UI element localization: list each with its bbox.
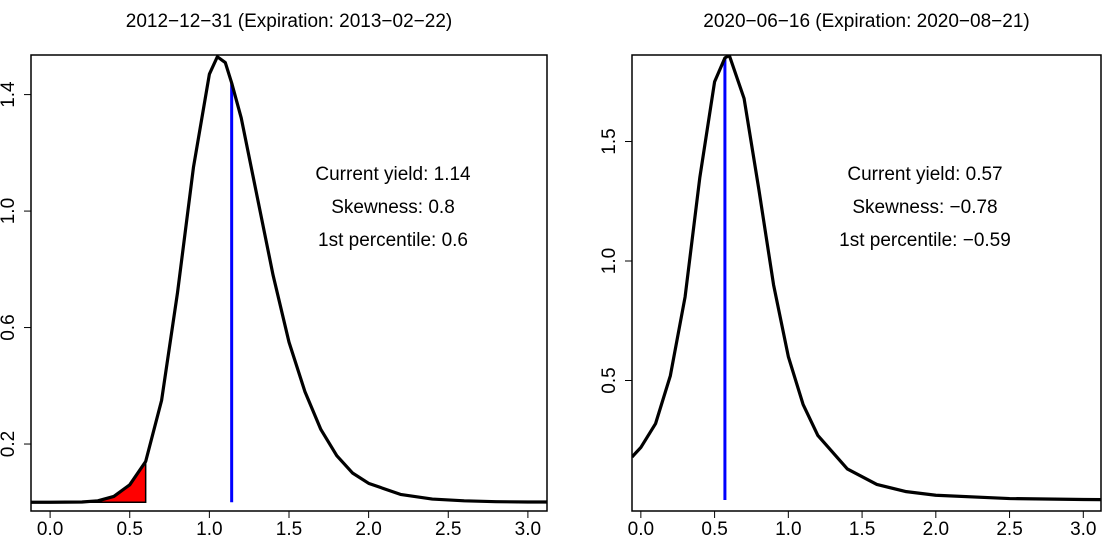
y-tick-label: 0.2 — [0, 431, 19, 457]
x-tick-label: 1.0 — [775, 519, 801, 540]
y-tick-label: 1.5 — [599, 128, 620, 154]
x-tick-label: 1.5 — [849, 519, 875, 540]
y-tick-label: 0.5 — [599, 367, 620, 393]
x-tick-label: 2.5 — [435, 519, 461, 540]
x-tick-label: 0.0 — [37, 519, 63, 540]
plot-frame — [631, 54, 1102, 512]
chart-title: 2012−12−31 (Expiration: 2013−02−22) — [126, 11, 452, 32]
annotation: 1st percentile: 0.6 — [318, 230, 468, 251]
y-tick-label: 1.4 — [0, 81, 19, 108]
percentile-shade — [31, 459, 147, 504]
y-tick-label: 0.6 — [0, 314, 19, 340]
y-tick-label: 1.0 — [0, 198, 19, 224]
y-tick-label: 1.0 — [599, 248, 620, 274]
annotation: Current yield: 1.14 — [315, 164, 471, 185]
x-tick-label: 0.5 — [701, 519, 727, 540]
x-tick-label: 0.0 — [628, 519, 654, 540]
annotation: Skewness: −0.78 — [852, 197, 997, 218]
x-tick-label: 3.0 — [515, 519, 541, 540]
x-tick-label: 1.0 — [196, 519, 222, 540]
x-tick-label: 2.0 — [923, 519, 949, 540]
chart-title: 2020−06−16 (Expiration: 2020−08−21) — [703, 11, 1029, 32]
x-tick-label: 0.5 — [117, 519, 143, 540]
annotation: Skewness: 0.8 — [331, 197, 455, 218]
x-tick-label: 2.0 — [355, 519, 381, 540]
density-curve — [31, 55, 547, 504]
plot-frame — [30, 54, 548, 512]
x-tick-label: 2.5 — [996, 519, 1022, 540]
x-tick-label: 3.0 — [1070, 519, 1096, 540]
x-tick-label: 1.5 — [276, 519, 302, 540]
annotation: 1st percentile: −0.59 — [839, 230, 1011, 251]
annotation: Current yield: 0.57 — [847, 164, 1002, 185]
density-curve — [632, 55, 1101, 502]
